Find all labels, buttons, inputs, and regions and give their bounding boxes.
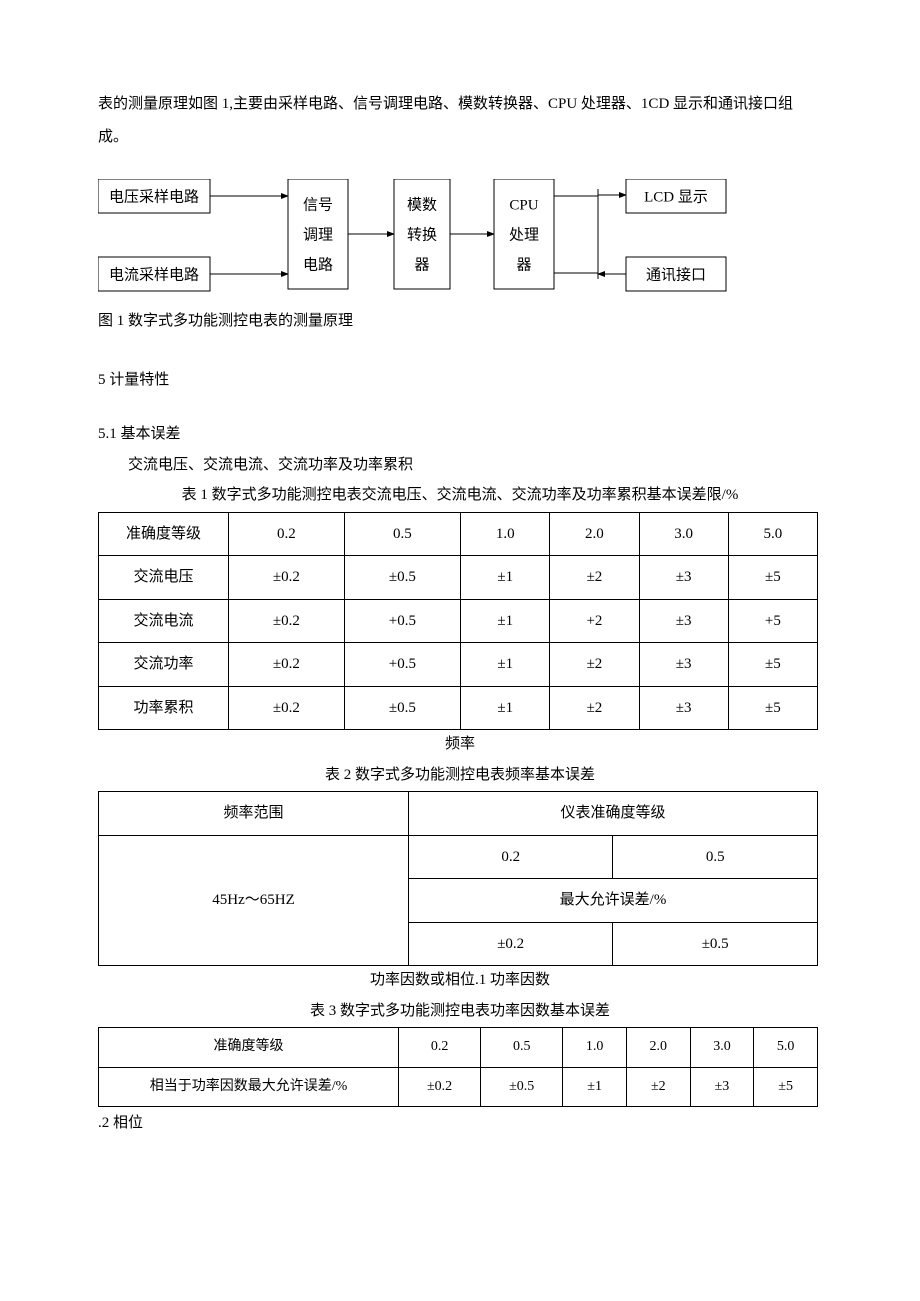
table-cell: ±1 (461, 599, 550, 643)
table-cell: 3.0 (639, 512, 728, 556)
table-cell: ±0.2 (229, 556, 345, 600)
table-cell: 45Hz～65HZ (99, 835, 409, 966)
table-cell: 1.0 (563, 1028, 627, 1068)
table-cell: ±0.2 (229, 643, 345, 687)
table-cell: 最大允许误差/% (409, 879, 818, 923)
table-cell: 0.5 (344, 512, 460, 556)
table-cell: 准确度等级 (99, 1028, 399, 1068)
table-cell: 5.0 (728, 512, 817, 556)
table-cell: 仪表准确度等级 (409, 792, 818, 836)
table-cell: +2 (550, 599, 639, 643)
lead-text: 交流电压、交流电流、交流功率及功率累积 (128, 451, 822, 480)
diagram-node-label: 电压采样电路 (109, 188, 199, 205)
table-cell: 频率范围 (99, 792, 409, 836)
table-3-title: 表 3 数字式多功能测控电表功率因数基本误差 (98, 997, 822, 1026)
table-cell: ±3 (639, 643, 728, 687)
table-row: 交流电流±0.2+0.5±1+2±3+5 (99, 599, 818, 643)
frequency-label: 频率 (98, 730, 822, 759)
table-cell: ±2 (550, 556, 639, 600)
diagram-node-label: 转换 (407, 226, 437, 243)
table-row: 相当于功率因数最大允许误差/%±0.2±0.5±1±2±3±5 (99, 1067, 818, 1107)
phase-label: .2 相位 (98, 1109, 822, 1138)
table-cell: ±1 (563, 1067, 627, 1107)
table-cell: 相当于功率因数最大允许误差/% (99, 1067, 399, 1107)
table-cell: 准确度等级 (99, 512, 229, 556)
table-2: 频率范围仪表准确度等级45Hz～65HZ0.20.5最大允许误差/%±0.2±0… (98, 791, 818, 966)
diagram-node-label: 模数 (407, 196, 437, 213)
table-3: 准确度等级0.20.51.02.03.05.0相当于功率因数最大允许误差/%±0… (98, 1027, 818, 1107)
diagram-node-label: 处理 (509, 226, 539, 243)
figure-1-caption: 图 1 数字式多功能测控电表的测量原理 (98, 307, 822, 336)
block-diagram-svg: 电压采样电路电流采样电路 信号调理电路 模数转换器 CPU 处理器 LCD 显示通讯接口 (98, 179, 738, 299)
table-cell: 5.0 (754, 1028, 818, 1068)
table-row: 频率范围仪表准确度等级 (99, 792, 818, 836)
table-cell: ±0.2 (409, 922, 613, 966)
table-cell: 3.0 (690, 1028, 754, 1068)
diagram-node-label: 器 (414, 257, 429, 273)
table-cell: ±0.2 (399, 1067, 481, 1107)
diagram-node-label: 信号 (303, 196, 333, 213)
table-row: 交流电压±0.2±0.5±1±2±3±5 (99, 556, 818, 600)
diagram-node-label: 电路 (303, 256, 333, 273)
table-1-title: 表 1 数字式多功能测控电表交流电压、交流电流、交流功率及功率累积基本误差限/% (98, 481, 822, 510)
table-cell: +5 (728, 599, 817, 643)
table-cell: ±0.5 (344, 686, 460, 730)
table-cell: 2.0 (550, 512, 639, 556)
table-cell: 1.0 (461, 512, 550, 556)
table-cell: ±2 (550, 686, 639, 730)
table-cell: ±0.5 (613, 922, 818, 966)
figure-1-diagram: 电压采样电路电流采样电路 信号调理电路 模数转换器 CPU 处理器 LCD 显示通讯接口 (98, 179, 822, 299)
table-cell: ±3 (639, 686, 728, 730)
table-cell: ±1 (461, 686, 550, 730)
table-cell: 0.2 (229, 512, 345, 556)
table-cell: ±2 (626, 1067, 690, 1107)
table-cell: 交流电压 (99, 556, 229, 600)
table-cell: ±5 (728, 556, 817, 600)
table-cell: 功率累积 (99, 686, 229, 730)
section-5-heading: 5 计量特性 (98, 366, 822, 395)
table-cell: 0.5 (481, 1028, 563, 1068)
diagram-node-label: CPU (509, 197, 538, 213)
table-2-title: 表 2 数字式多功能测控电表频率基本误差 (98, 761, 822, 790)
table-cell: 交流电流 (99, 599, 229, 643)
table-cell: 交流功率 (99, 643, 229, 687)
table-cell: ±1 (461, 556, 550, 600)
table-cell: ±3 (639, 599, 728, 643)
diagram-node-label: 电流采样电路 (109, 266, 199, 283)
table-row: 功率累积±0.2±0.5±1±2±3±5 (99, 686, 818, 730)
table-cell: ±5 (728, 643, 817, 687)
table-cell: ±5 (754, 1067, 818, 1107)
table-row: 交流功率±0.2+0.5±1±2±3±5 (99, 643, 818, 687)
table-cell: ±0.5 (481, 1067, 563, 1107)
table-row: 准确度等级0.20.51.02.03.05.0 (99, 512, 818, 556)
table-cell: ±0.2 (229, 599, 345, 643)
table-cell: ±5 (728, 686, 817, 730)
intro-line1: 表的测量原理如图 1,主要由采样电路、信号调理电路、模数转换器、CPU 处理器、… (98, 90, 822, 119)
section-5-1-heading: 5.1 基本误差 (98, 420, 822, 449)
table-cell: 0.5 (613, 835, 818, 879)
table-cell: ±2 (550, 643, 639, 687)
table-cell: 0.2 (399, 1028, 481, 1068)
diagram-node-label: 通讯接口 (646, 266, 706, 283)
table-cell: ±0.2 (229, 686, 345, 730)
table-cell: ±0.5 (344, 556, 460, 600)
table-cell: 0.2 (409, 835, 613, 879)
diagram-node-label: 调理 (303, 226, 333, 243)
table-row: 准确度等级0.20.51.02.03.05.0 (99, 1028, 818, 1068)
table-cell: 2.0 (626, 1028, 690, 1068)
power-factor-label: 功率因数或相位.1 功率因数 (98, 966, 822, 995)
table-cell: +0.5 (344, 643, 460, 687)
table-cell: ±3 (690, 1067, 754, 1107)
diagram-node-label: LCD 显示 (644, 189, 708, 205)
table-cell: ±3 (639, 556, 728, 600)
table-1: 准确度等级0.20.51.02.03.05.0交流电压±0.2±0.5±1±2±… (98, 512, 818, 731)
diagram-node-label: 器 (516, 257, 531, 273)
table-cell: +0.5 (344, 599, 460, 643)
table-row: 45Hz～65HZ0.20.5 (99, 835, 818, 879)
intro-line2: 成。 (98, 123, 822, 152)
table-cell: ±1 (461, 643, 550, 687)
